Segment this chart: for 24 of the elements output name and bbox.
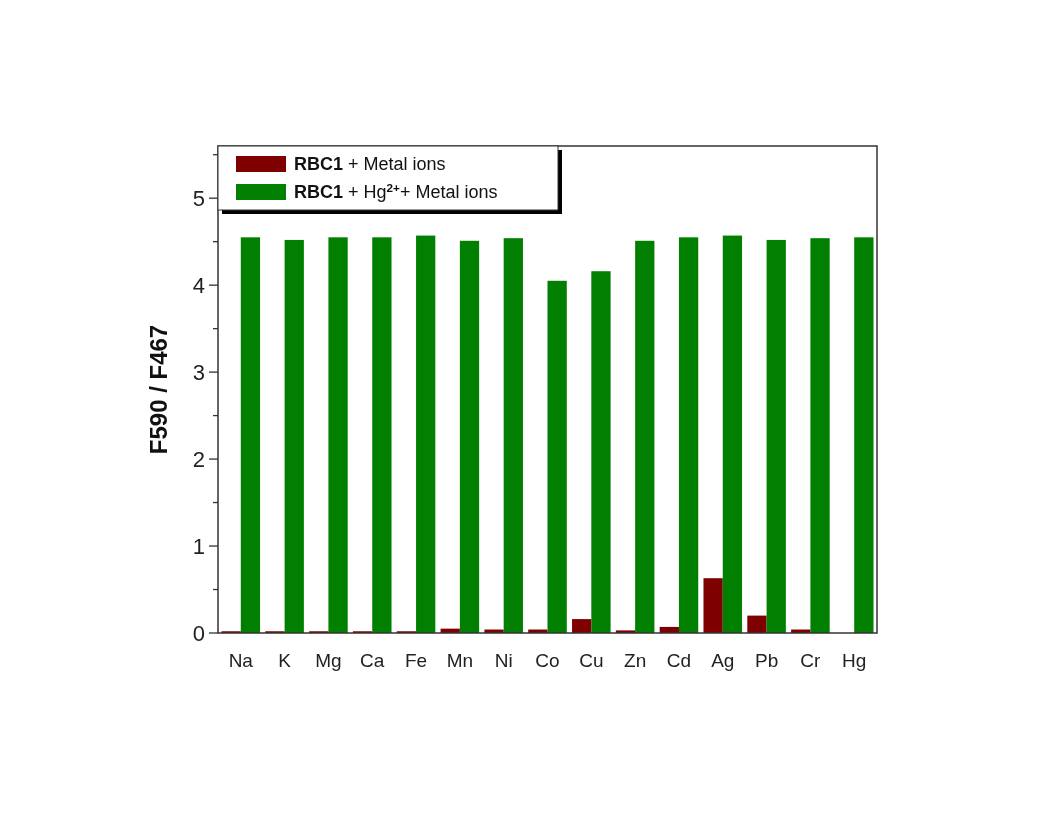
y-tick-label: 3 bbox=[192, 359, 205, 385]
y-tick-label: 0 bbox=[192, 620, 205, 646]
x-tick-label: Mg bbox=[315, 650, 342, 671]
x-tick-label: Zn bbox=[624, 650, 647, 671]
x-tick-label: Co bbox=[535, 650, 560, 671]
x-tick-label: Hg bbox=[842, 650, 867, 671]
x-tick-label: Ni bbox=[494, 650, 513, 671]
x-tick-label: Ag bbox=[711, 650, 735, 671]
x-tick-label: Pb bbox=[754, 650, 779, 671]
y-tick-label: 2 bbox=[192, 446, 205, 472]
x-tick-label: Cd bbox=[666, 650, 692, 671]
legend-label: RBC1 + Hg$^{2+}$+ Metal ions bbox=[294, 180, 498, 202]
x-tick-label: Cr bbox=[800, 650, 822, 671]
legend-label: RBC1 + Metal ions bbox=[294, 154, 446, 174]
x-tick-label: Na bbox=[228, 650, 254, 671]
x-tick-label: Cu bbox=[579, 650, 604, 671]
y-tick-label: 5 bbox=[192, 185, 205, 211]
x-tick-label: Fe bbox=[404, 650, 428, 671]
x-tick-label: Mn bbox=[446, 650, 474, 671]
y-tick-label: 1 bbox=[192, 533, 205, 559]
x-tick-label: Ca bbox=[360, 650, 385, 671]
y-axis-title: F590 / F467 bbox=[145, 324, 172, 455]
y-tick-label: 4 bbox=[192, 272, 205, 298]
x-tick-label: K bbox=[278, 650, 292, 671]
